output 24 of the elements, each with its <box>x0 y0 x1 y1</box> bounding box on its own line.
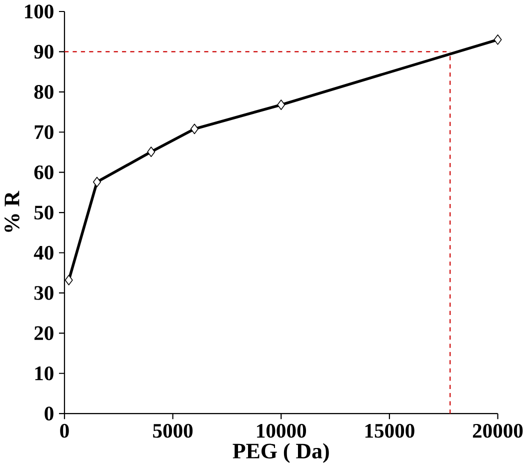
x-tick-label: 5000 <box>153 424 193 438</box>
y-tick-label: 0 <box>44 406 54 421</box>
x-tick-label: 20000 <box>472 424 523 438</box>
point <box>147 146 156 158</box>
x-tick-label: 10000 <box>257 424 306 438</box>
point <box>494 34 502 46</box>
point <box>64 275 73 286</box>
y-tick-label: 100 <box>25 4 54 19</box>
x-axis-title: PEG ( Da) <box>232 443 329 464</box>
point <box>92 177 101 188</box>
y-tick-label: 10 <box>35 366 54 381</box>
y-tick-label: 30 <box>34 286 54 300</box>
point <box>277 100 286 110</box>
y-tick-label: 50 <box>34 206 54 220</box>
y-tick-label: 20 <box>34 326 54 340</box>
y-axis-title: % R <box>4 190 20 232</box>
x-tick-label: 15000 <box>365 424 414 438</box>
point <box>190 124 198 134</box>
y-tick-label: 90 <box>34 45 54 59</box>
y-tick-label: 60 <box>34 166 54 180</box>
y-tick-label: 40 <box>34 246 54 260</box>
x-tick-label: 0 <box>60 424 69 438</box>
y-tick-label: 70 <box>34 125 54 140</box>
y-tick-label: 80 <box>34 85 54 100</box>
